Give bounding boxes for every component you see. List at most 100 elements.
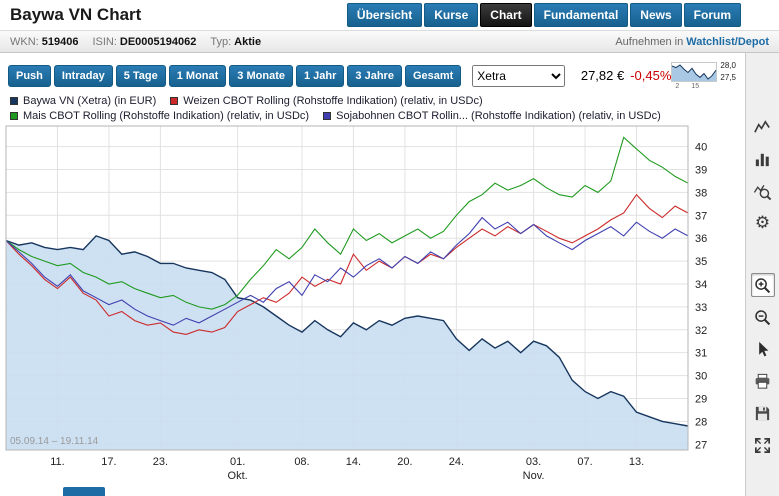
chart-type-line-button[interactable] <box>751 115 775 139</box>
x-axis-label: 13. <box>629 456 644 468</box>
floppy-disk-icon <box>753 404 772 423</box>
watchlist-text: Aufnehmen in Watchlist/Depot <box>615 36 769 48</box>
series-area-baywa-vn <box>6 235 688 450</box>
legend-swatch-icon <box>10 97 18 105</box>
y-axis-label: 39 <box>695 165 707 177</box>
x-axis-month-label: Nov. <box>523 470 545 482</box>
y-axis-label: 27 <box>695 439 707 451</box>
series-line-weizen-cbot <box>5 193 689 335</box>
y-axis-label: 32 <box>695 325 707 337</box>
isin-value: DE0005194062 <box>119 35 197 48</box>
typ-label: Typ: <box>210 35 232 48</box>
cursor-arrow-icon <box>753 340 772 359</box>
range-button-push[interactable]: Push <box>8 64 51 87</box>
range-button-intraday[interactable]: Intraday <box>53 64 113 87</box>
fullscreen-button[interactable] <box>751 433 775 457</box>
chart-type-bar-button[interactable] <box>751 147 775 171</box>
main-nav: Übersicht Kurse Chart Fundamental News Forum <box>346 3 741 27</box>
sparkline-x-labels: 2 15 <box>671 83 717 90</box>
legend-swatch-icon <box>323 112 332 120</box>
gear-icon: ⚙ <box>754 212 771 233</box>
legend-label: Sojabohnen CBOT Rollin... (Rohstoffe Ind… <box>336 110 661 122</box>
chart-magnifier-icon <box>753 182 772 201</box>
y-axis-label: 31 <box>695 348 707 360</box>
line-chart-icon <box>753 118 772 137</box>
date-range-label: 05.09.14 – 19.11.14 <box>10 436 99 447</box>
nav-tab-übersicht[interactable]: Übersicht <box>346 3 423 27</box>
nav-tab-forum[interactable]: Forum <box>683 3 741 27</box>
x-axis-label: 24. <box>449 456 464 468</box>
zoom-in-icon <box>753 276 772 295</box>
range-button-3-jahre[interactable]: 3 Jahre <box>347 64 402 87</box>
legend-item-sojabohnen-cbot: Sojabohnen CBOT Rollin... (Rohstoffe Ind… <box>323 110 661 122</box>
legend: Baywa VN (Xetra) (in EUR) Weizen CBOT Rol… <box>10 94 738 124</box>
legend-item-baywa-vn: Baywa VN (Xetra) (in EUR) <box>10 95 156 107</box>
watchlist-link[interactable]: Watchlist/Depot <box>686 35 769 48</box>
print-button[interactable] <box>751 369 775 393</box>
y-axis-label: 37 <box>695 210 707 222</box>
y-axis-label: 28 <box>695 416 707 428</box>
price-change: -0,45% <box>630 68 672 83</box>
nav-tab-kurse[interactable]: Kurse <box>424 3 479 27</box>
range-button-1-jahr[interactable]: 1 Jahr <box>295 64 345 87</box>
sparkline-x-label: 2 <box>675 82 680 90</box>
series-line-baywa-vn <box>5 235 689 427</box>
y-axis-label: 30 <box>695 371 707 383</box>
bar-chart-icon <box>753 150 772 169</box>
x-axis-label: 08. <box>294 456 309 468</box>
nav-tab-chart[interactable]: Chart <box>480 3 532 27</box>
x-axis-label: 11. <box>50 456 64 468</box>
save-button[interactable] <box>751 401 775 425</box>
legend-swatch-icon <box>170 97 179 105</box>
legend-label: Weizen CBOT Rolling (Rohstoffe Indikatio… <box>183 95 483 107</box>
wkn-label: WKN: <box>10 35 39 48</box>
zoom-out-icon <box>753 308 772 327</box>
y-axis-label: 29 <box>695 393 707 405</box>
exchange-select[interactable]: Xetra <box>472 64 565 87</box>
legend-swatch-icon <box>10 112 18 120</box>
range-button-1-monat[interactable]: 1 Monat <box>168 64 227 87</box>
printer-icon <box>753 372 772 391</box>
mini-chart[interactable]: 2 15 28,0 27,5 <box>671 60 736 90</box>
y-axis-label: 34 <box>695 279 707 291</box>
x-axis-label: 07. <box>577 456 592 468</box>
zoom-in-button[interactable] <box>750 273 775 297</box>
series-line-mais-cbot <box>5 136 689 310</box>
legend-item-mais-cbot: Mais CBOT Rolling (Rohstoffe Indikation)… <box>10 110 309 122</box>
indicators-button[interactable] <box>751 179 775 203</box>
legend-item-weizen-cbot: Weizen CBOT Rolling (Rohstoffe Indikatio… <box>170 95 483 107</box>
y-axis-label: 36 <box>695 233 707 245</box>
range-button-3-monate[interactable]: 3 Monate <box>229 64 293 87</box>
expand-arrows-icon <box>753 436 772 455</box>
pointer-button[interactable] <box>751 337 775 361</box>
y-axis-label: 40 <box>695 142 707 154</box>
range-buttons: Push Intraday 5 Tage 1 Monat 3 Monate 1 Jahr 3… <box>8 64 464 87</box>
nav-tab-news[interactable]: News <box>630 3 682 27</box>
sparkline-high-label: 28,0 <box>720 60 736 70</box>
price-chart[interactable]: 27 28 29 30 31 32 33 34 35 36 37 38 39 40 11. 17. 23. 01.… <box>0 124 740 490</box>
zoom-out-button[interactable] <box>751 305 775 329</box>
x-axis-label: 17. <box>101 456 116 468</box>
x-axis-label: 23. <box>153 456 168 468</box>
sparkline-y-labels: 28,0 27,5 <box>720 60 736 82</box>
chart-module: Push Intraday 5 Tage 1 Monat 3 Monate 1 Jahr 3… <box>0 53 745 496</box>
legend-label: Mais CBOT Rolling (Rohstoffe Indikation)… <box>23 110 310 122</box>
sparkline-x-label: 15 <box>691 82 700 90</box>
nav-tab-fundamental[interactable]: Fundamental <box>533 3 629 27</box>
isin-label: ISIN: <box>92 35 117 48</box>
x-axis-label: 03. <box>526 456 541 468</box>
page-title: Baywa VN Chart <box>10 5 142 24</box>
x-axis-label: 01. <box>230 456 245 468</box>
y-axis-label: 35 <box>695 256 707 268</box>
plot-border <box>5 125 689 451</box>
legend-label: Baywa VN (Xetra) (in EUR) <box>23 95 157 107</box>
x-axis-label: 20. <box>397 456 412 468</box>
sparkline-line <box>672 63 717 80</box>
sparkline-icon <box>671 61 718 82</box>
chart-toolbar: Push Intraday 5 Tage 1 Monat 3 Monate 1 Jahr 3… <box>8 60 738 90</box>
x-axis-month-label: Okt. <box>228 470 248 482</box>
settings-button[interactable]: ⚙ <box>751 211 775 235</box>
range-button-gesamt[interactable]: Gesamt <box>404 64 462 87</box>
range-button-5-tage[interactable]: 5 Tage <box>115 64 166 87</box>
mini-chart-plot: 2 15 <box>671 61 718 90</box>
